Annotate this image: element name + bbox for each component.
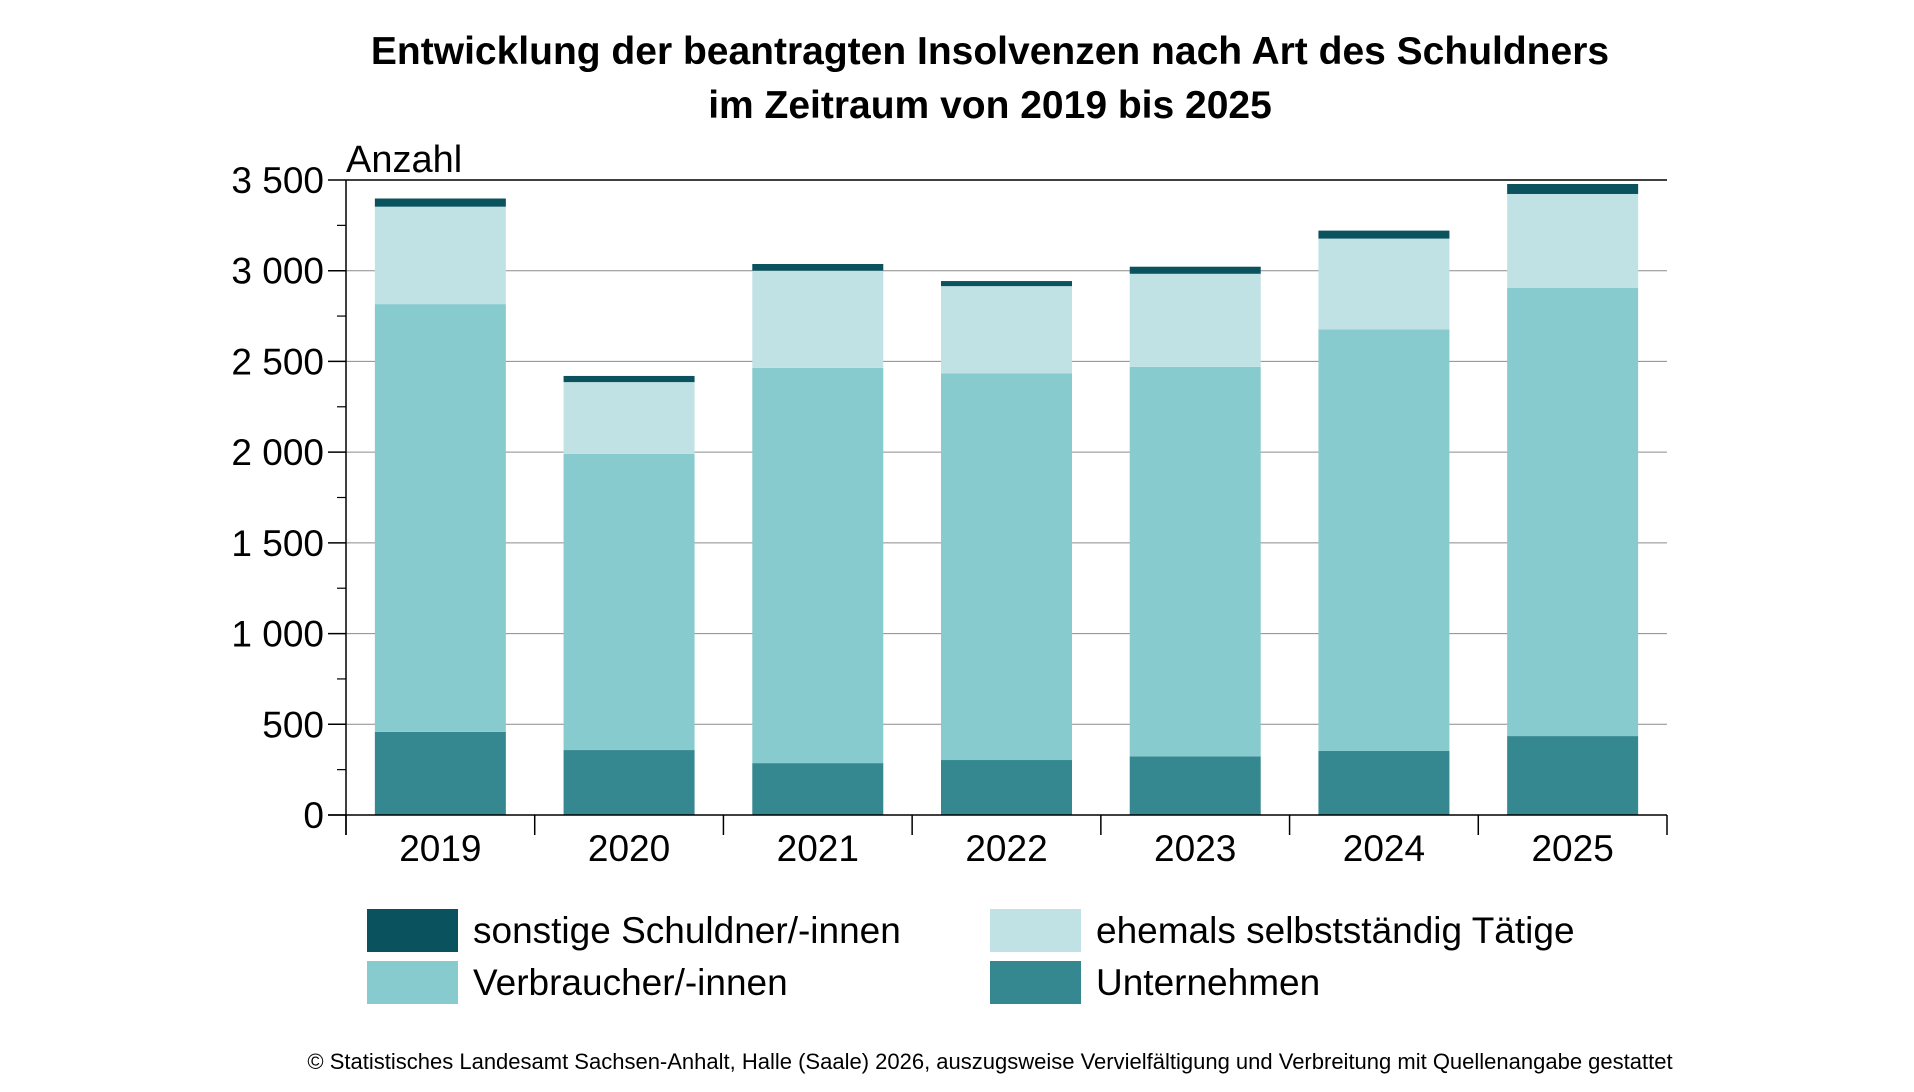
y-axis-label: Anzahl: [346, 139, 462, 181]
bar-segment-verbraucher-innen-2022: [941, 373, 1072, 761]
bar-segment-ehemals-selbstst-ndig-t-tige-2023: [1129, 273, 1261, 367]
bar-segment-verbraucher-innen-2021: [752, 367, 884, 764]
bar-segment-ehemals-selbstst-ndig-t-tige-2022: [941, 286, 1072, 374]
bar-segment-ehemals-selbstst-ndig-t-tige-2024: [1318, 238, 1450, 330]
bar-segment-verbraucher-innen-2024: [1318, 329, 1450, 751]
x-tick-label: 2024: [1343, 828, 1425, 869]
y-tick-label: 2 500: [231, 341, 324, 382]
bar-segment-verbraucher-innen-2023: [1129, 366, 1261, 757]
y-tick-label: 0: [303, 795, 324, 836]
bar-segment-ehemals-selbstst-ndig-t-tige-2019: [374, 206, 506, 305]
bar-segment-sonstige-schuldner-innen-2020: [563, 375, 695, 383]
legend: sonstige Schuldner/-innen ehemals selbsts…: [367, 909, 1575, 1004]
bar-segment-sonstige-schuldner-innen-2022: [941, 281, 1072, 287]
bar-segment-sonstige-schuldner-innen-2024: [1318, 230, 1450, 239]
chart-title: Entwicklung der beantragten Insolvenzen …: [371, 30, 1609, 73]
bar-segment-sonstige-schuldner-innen-2025: [1507, 183, 1639, 194]
bar-segment-ehemals-selbstst-ndig-t-tige-2025: [1507, 193, 1639, 288]
bar-segment-sonstige-schuldner-innen-2021: [752, 264, 884, 271]
x-tick-label: 2022: [965, 828, 1047, 869]
bar-segment-unternehmen-2024: [1318, 750, 1450, 815]
bar-segment-unternehmen-2022: [941, 760, 1072, 815]
y-tick-label: 3 000: [231, 251, 324, 292]
bar-segment-unternehmen-2025: [1507, 736, 1639, 815]
legend-label: sonstige Schuldner/-innen: [473, 910, 901, 951]
y-tick-label: 1 500: [231, 523, 324, 564]
bar-segment-unternehmen-2020: [563, 750, 695, 815]
x-tick-label: 2025: [1531, 828, 1613, 869]
bar-segment-ehemals-selbstst-ndig-t-tige-2020: [563, 382, 695, 454]
legend-label: Unternehmen: [1096, 962, 1320, 1003]
bar-segment-sonstige-schuldner-innen-2023: [1129, 266, 1261, 274]
bar-segment-verbraucher-innen-2020: [563, 453, 695, 751]
bar-segment-verbraucher-innen-2025: [1507, 287, 1639, 737]
y-tick-label: 1 000: [231, 614, 324, 655]
legend-swatch: [990, 961, 1081, 1004]
chart-subtitle: im Zeitraum von 2019 bis 2025: [708, 84, 1272, 127]
footer-copyright: © Statistisches Landesamt Sachsen-Anhalt…: [307, 1049, 1672, 1074]
legend-swatch: [367, 961, 458, 1004]
legend-label: Verbraucher/-innen: [473, 962, 788, 1003]
x-tick-label: 2023: [1154, 828, 1236, 869]
y-tick-label: 3 500: [231, 160, 324, 201]
x-tick-label: 2021: [777, 828, 859, 869]
bars: [374, 183, 1639, 815]
legend-label: ehemals selbstständig Tätige: [1096, 910, 1575, 951]
legend-swatch: [367, 909, 458, 952]
y-tick-label: 500: [262, 704, 324, 745]
axes: 0 500 1 000 1 500 2 000 2 500 3 000 3 500 2019 20…: [231, 160, 1668, 869]
bar-segment-unternehmen-2019: [374, 731, 506, 815]
y-tick-label: 2 000: [231, 432, 324, 473]
bar-segment-ehemals-selbstst-ndig-t-tige-2021: [752, 270, 884, 368]
bar-segment-unternehmen-2023: [1129, 756, 1261, 815]
x-tick-label: 2020: [588, 828, 670, 869]
legend-swatch: [990, 909, 1081, 952]
bar-segment-unternehmen-2021: [752, 763, 884, 815]
x-tick-label: 2019: [399, 828, 481, 869]
bar-segment-verbraucher-innen-2019: [374, 304, 506, 732]
bar-segment-sonstige-schuldner-innen-2019: [374, 198, 506, 207]
